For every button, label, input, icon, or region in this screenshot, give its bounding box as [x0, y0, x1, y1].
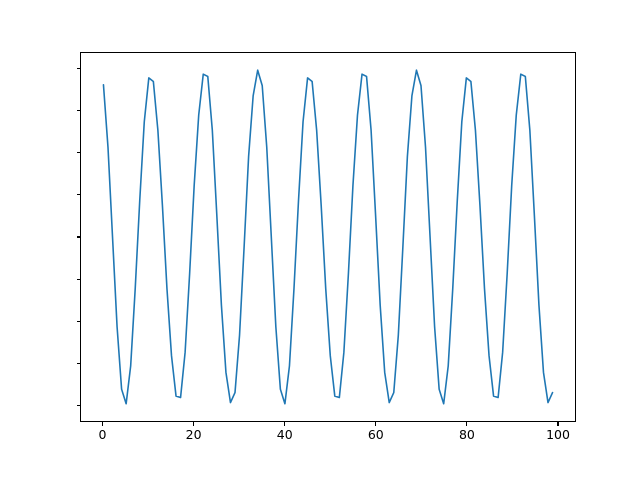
x-tick-mark	[284, 422, 286, 426]
x-tick-mark	[101, 422, 104, 426]
x-tick-mark	[466, 422, 468, 426]
y-tick-mark	[76, 236, 80, 238]
x-tick-mark	[193, 422, 195, 426]
x-tick-mark	[375, 422, 377, 426]
y-tick-mark	[76, 194, 80, 196]
x-tick-label: 20	[185, 427, 202, 442]
x-tick-label: 80	[458, 427, 475, 442]
x-tick-label: 0	[98, 427, 107, 442]
x-tick-label: 100	[546, 427, 570, 442]
x-tick-mark	[557, 422, 559, 426]
y-tick-mark	[76, 68, 80, 70]
x-tick-label: 60	[367, 427, 384, 442]
plot-axes	[80, 52, 576, 422]
line-series-svg	[102, 69, 554, 405]
y-tick-mark	[76, 152, 80, 154]
y-tick-mark	[76, 404, 80, 406]
y-tick-mark	[76, 362, 80, 364]
y-tick-mark	[76, 320, 80, 322]
sine-wave-line	[102, 69, 554, 405]
x-tick-label: 40	[276, 427, 293, 442]
y-tick-mark	[76, 110, 80, 112]
y-tick-mark	[76, 278, 80, 280]
